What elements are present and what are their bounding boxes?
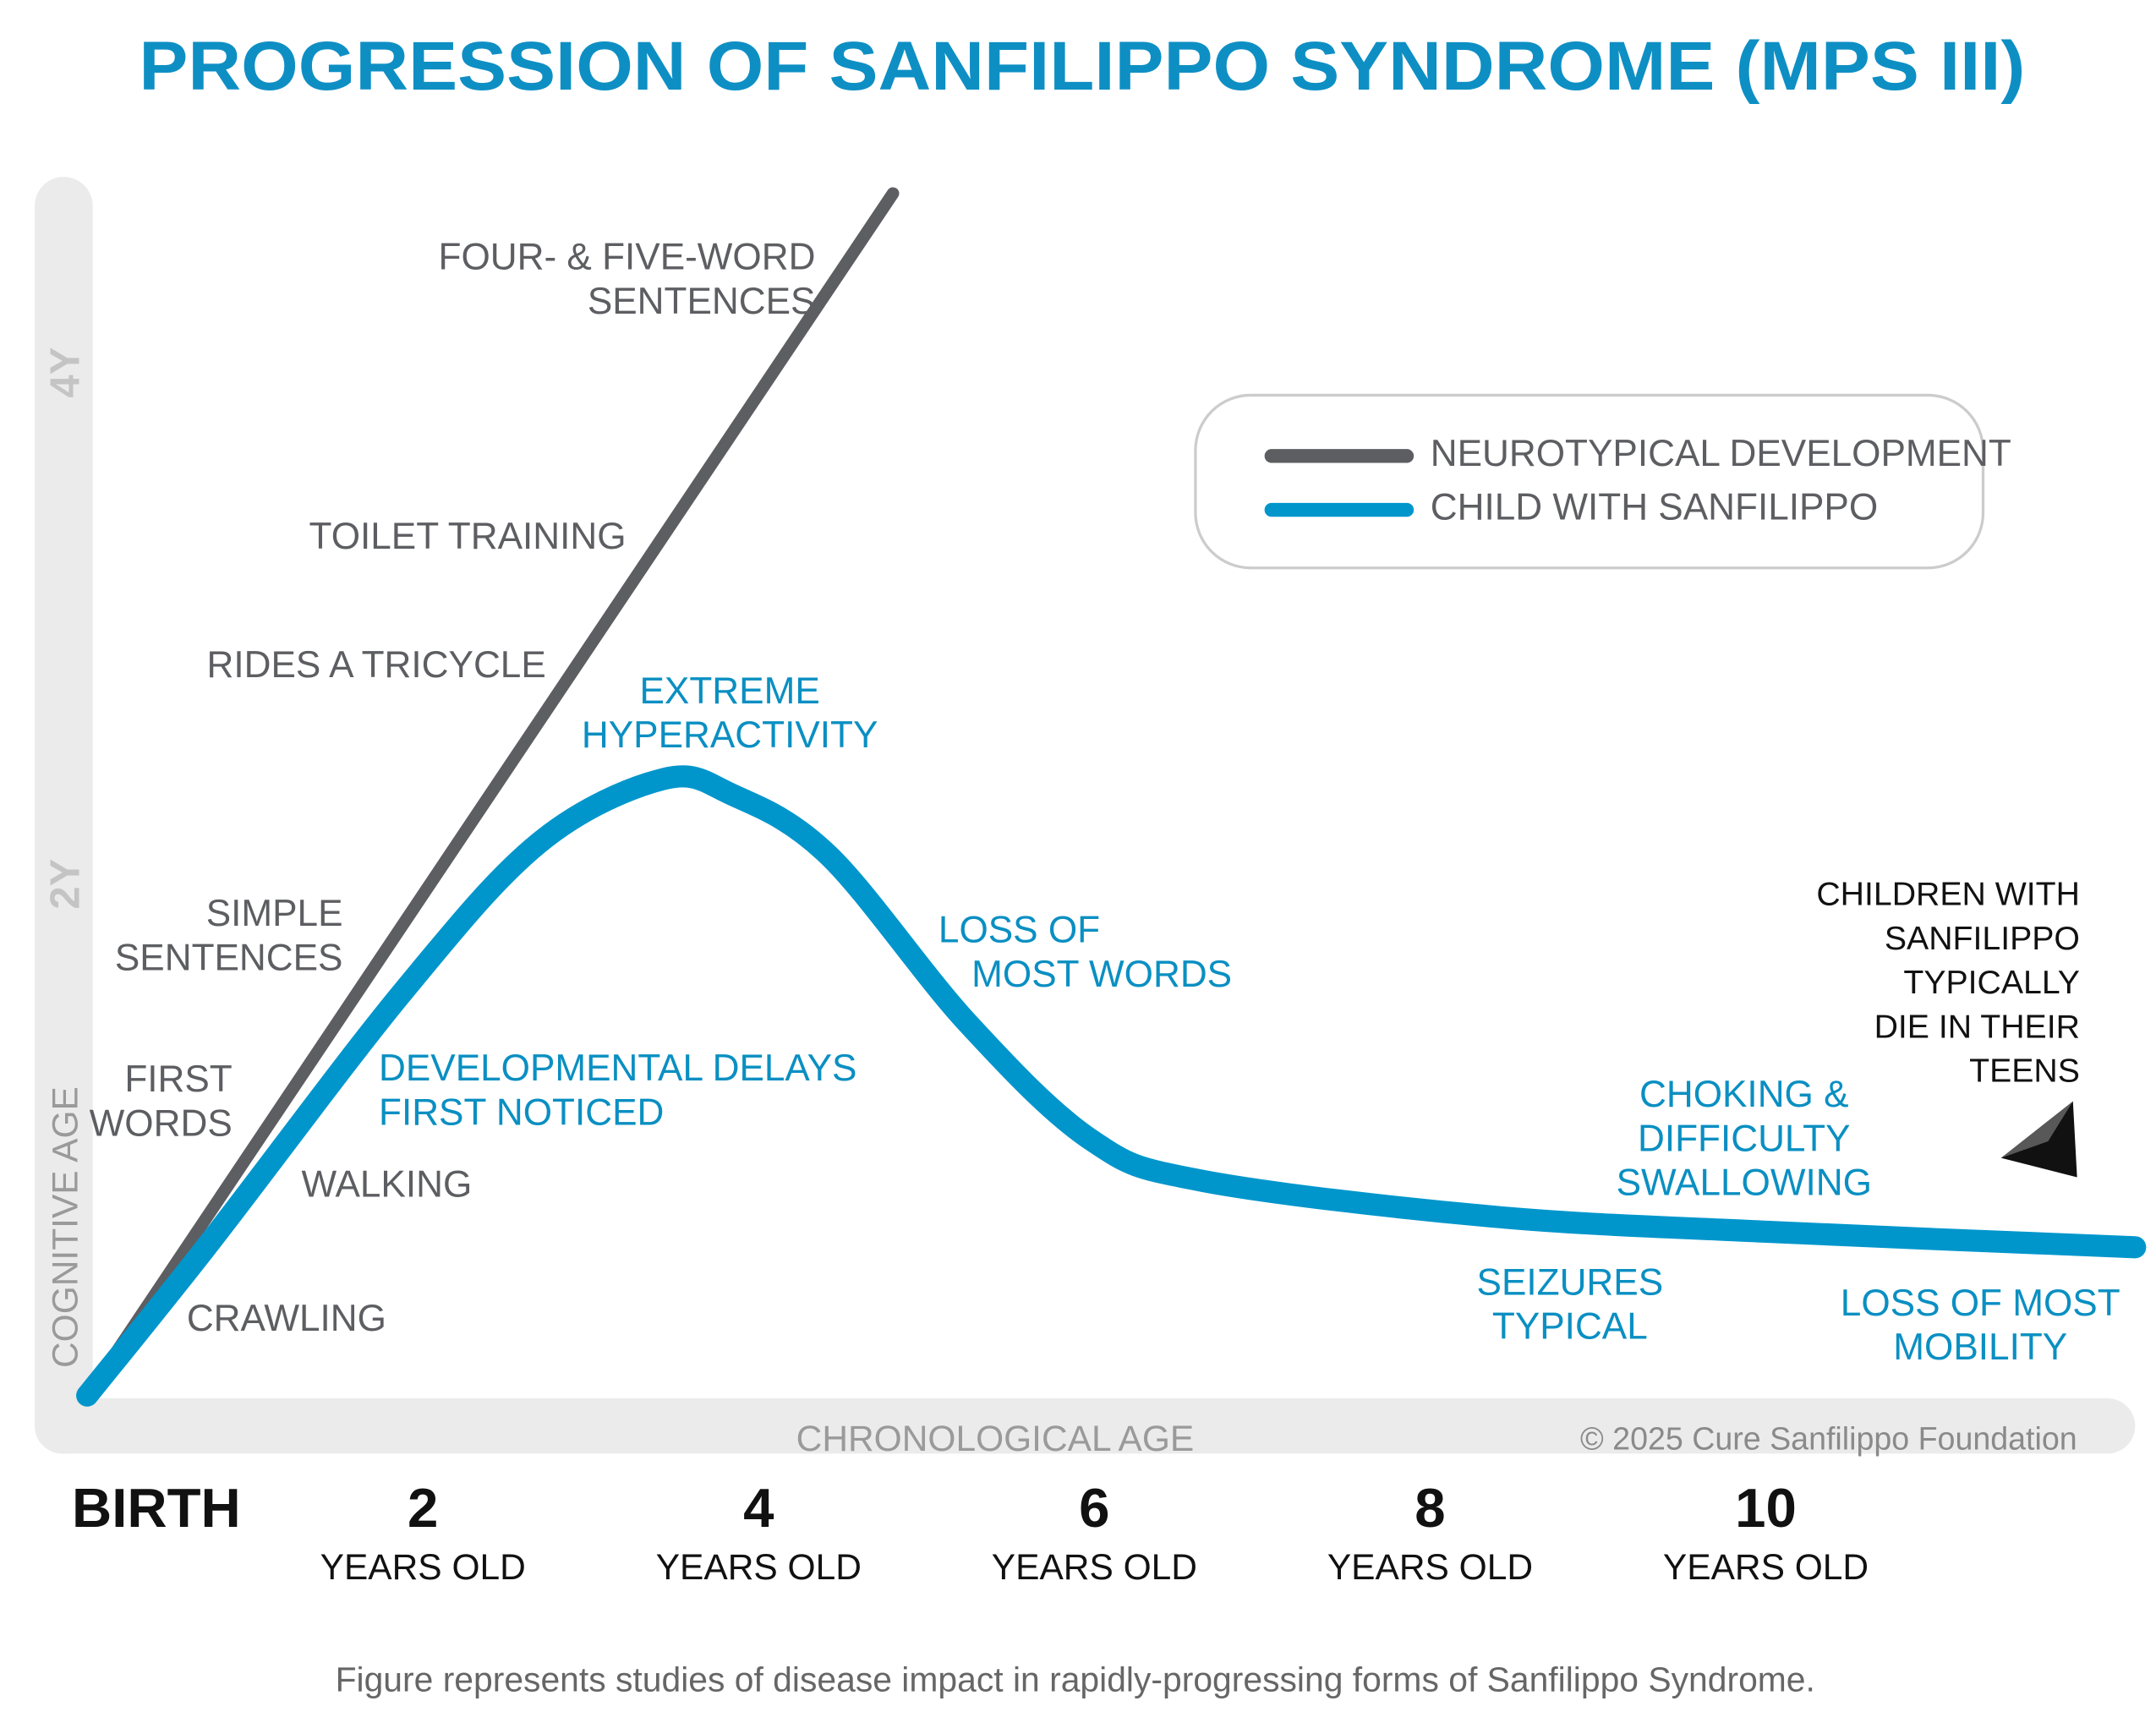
y-axis-band	[35, 177, 93, 1454]
annotation-text: LOSS OF	[938, 910, 1100, 951]
y-tick: 2Y	[42, 859, 88, 910]
annotation-text: SWALLOWING	[1617, 1162, 1872, 1204]
x-tick-label: 8	[1415, 1477, 1445, 1539]
annotation: WALKING	[301, 1163, 472, 1205]
legend-label: NEUROTYPICAL DEVELOPMENT	[1431, 433, 2011, 474]
x-tick: 10 YEARS OLD	[1663, 1477, 1869, 1588]
annotation-text: TYPICALLY	[1903, 964, 2080, 1001]
annotation-text: CHOKING &	[1639, 1074, 1849, 1115]
x-axis-label: CHRONOLOGICAL AGE	[796, 1419, 1195, 1459]
annotation: CRAWLING	[187, 1298, 386, 1339]
x-tick: BIRTH	[72, 1477, 241, 1539]
x-tick: 8 YEARS OLD	[1327, 1477, 1533, 1588]
annotation: RIDES A TRICYCLE	[207, 644, 546, 686]
copyright: © 2025 Cure Sanfilippo Foundation	[1580, 1421, 2077, 1457]
x-tick-label: 6	[1079, 1477, 1109, 1539]
annotation-text: TOILET TRAINING	[309, 516, 627, 557]
x-tick-label: BIRTH	[72, 1477, 241, 1539]
annotation-text: WORDS	[90, 1102, 233, 1144]
y-tick: 4Y	[42, 347, 88, 398]
annotation-text: DIE IN THEIR	[1874, 1008, 2080, 1045]
y-axis-label: COGNITIVE AGE	[47, 1086, 86, 1368]
chart-title: PROGRESSION OF SANFILIPPO SYNDROME (MPS …	[139, 28, 2025, 105]
x-tick: 6 YEARS OLD	[992, 1477, 1197, 1588]
annotation-text: EXTREME	[640, 670, 820, 712]
x-tick-unit: YEARS OLD	[1327, 1548, 1533, 1588]
series-line	[80, 187, 900, 1403]
x-axis-band	[35, 1397, 2136, 1454]
annotation-text: TEENS	[1969, 1053, 2080, 1090]
annotation: CHILDREN WITH SANFILIPPO TYPICALLY DIE IN T…	[1816, 876, 2080, 1090]
annotation-text: FOUR- & FIVE-WORD	[438, 237, 815, 278]
annotation-text: CHILDREN WITH	[1816, 876, 2080, 913]
annotation-text: DEVELOPMENTAL DELAYS	[379, 1047, 856, 1089]
x-tick-label: 2	[408, 1477, 438, 1539]
annotation-text: HYPERACTIVITY	[582, 714, 878, 756]
annotation-text: WALKING	[301, 1163, 472, 1205]
x-tick-label: 4	[743, 1477, 774, 1539]
annotation-text: LOSS OF MOST	[1841, 1283, 2120, 1324]
annotation-text: DIFFICULTY	[1638, 1118, 1851, 1159]
annotation-text: TYPICAL	[1492, 1306, 1648, 1348]
y-tick-label: 4Y	[42, 347, 88, 398]
annotation-text: SANFILIPPO	[1885, 920, 2080, 957]
annotation-text: SIMPLE	[206, 893, 343, 934]
footnote: Figure represents studies of disease imp…	[336, 1660, 1815, 1698]
annotation-text: FIRST NOTICED	[379, 1091, 664, 1133]
x-tick-unit: YEARS OLD	[1663, 1548, 1869, 1588]
annotation: TOILET TRAINING	[309, 516, 627, 557]
annotation-text: FIRST	[124, 1058, 232, 1100]
x-tick-unit: YEARS OLD	[320, 1548, 526, 1588]
annotation-text: MOBILITY	[1893, 1326, 2067, 1368]
legend: NEUROTYPICAL DEVELOPMENT CHILD WITH SANFI…	[1264, 433, 2011, 528]
annotation-text: SENTENCES	[115, 937, 343, 978]
x-tick-unit: YEARS OLD	[656, 1548, 862, 1588]
x-tick: 4 YEARS OLD	[656, 1477, 862, 1588]
series-line	[76, 765, 2147, 1407]
annotation-text: SEIZURES	[1477, 1261, 1664, 1303]
annotation-text: SENTENCES	[588, 281, 816, 322]
annotation-text: CRAWLING	[187, 1298, 386, 1339]
x-tick: 2 YEARS OLD	[320, 1477, 526, 1588]
y-tick-label: 2Y	[42, 859, 88, 910]
annotation-text: RIDES A TRICYCLE	[207, 644, 546, 686]
arrowhead	[2000, 1101, 2077, 1178]
legend-box	[1194, 393, 1985, 570]
annotation-text: MOST WORDS	[971, 954, 1232, 995]
x-tick-label: 10	[1735, 1477, 1797, 1539]
legend-label: CHILD WITH SANFILIPPO	[1431, 487, 1878, 528]
x-tick-unit: YEARS OLD	[992, 1548, 1197, 1588]
